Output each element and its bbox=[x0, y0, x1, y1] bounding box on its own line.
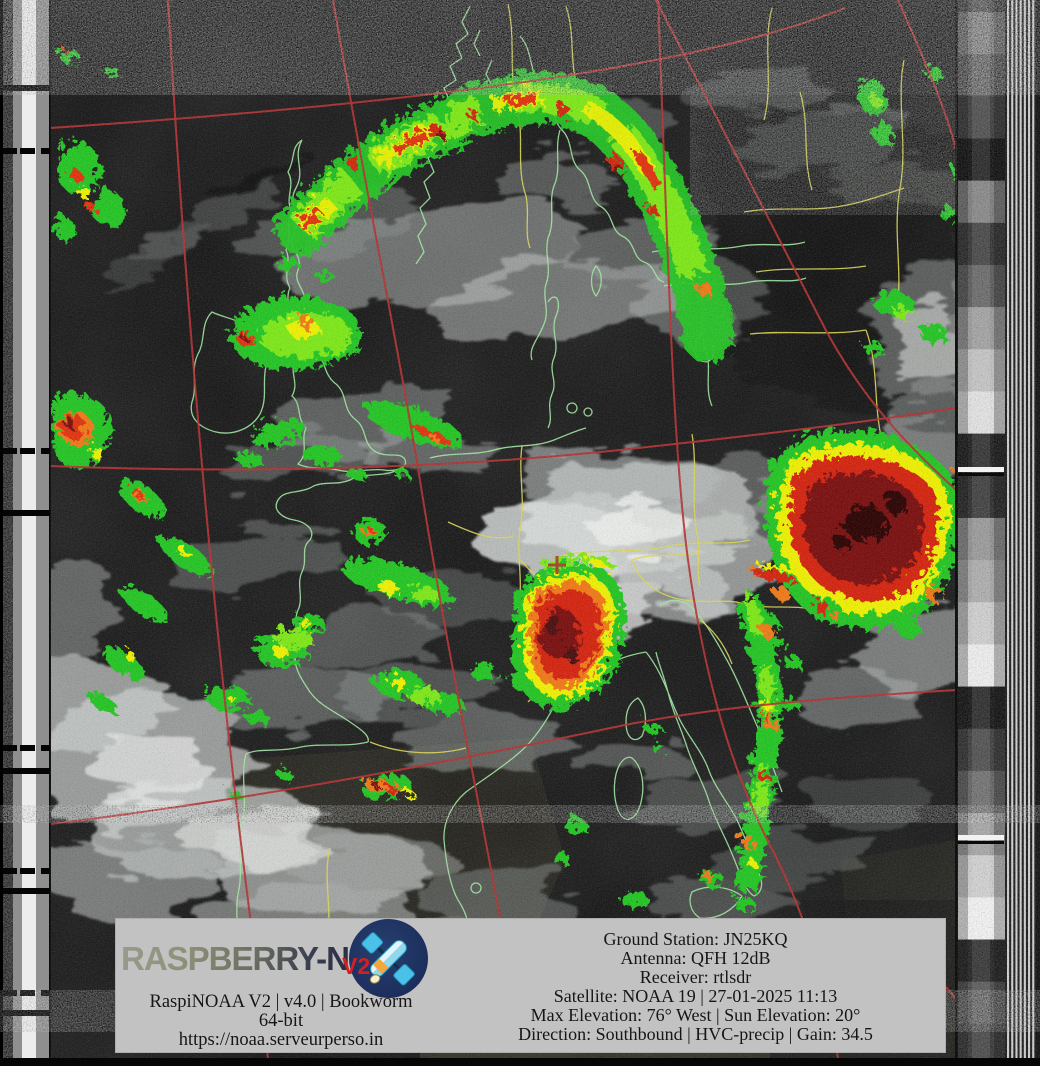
telemetry-wedge-separators bbox=[958, 467, 1004, 844]
system-info-block: RaspiNOAA V2 | v4.0 | Bookworm 64-bit ht… bbox=[135, 993, 427, 1050]
antenna-line: Antenna: QFH 12dB bbox=[620, 947, 771, 968]
info-overlay-panel: RASPBERRY-NOAA V2 RaspiNOAA V2 | v4.0 | … bbox=[115, 918, 946, 1053]
left-sync-strip bbox=[0, 0, 51, 1066]
system-info-line: RaspiNOAA V2 | v4.0 | Bookworm 64-bit bbox=[149, 992, 413, 1031]
branding-column: RASPBERRY-NOAA V2 RaspiNOAA V2 | v4.0 | … bbox=[116, 919, 446, 1052]
telemetry-wedge-shading bbox=[955, 0, 1005, 1066]
receiver-line: Receiver: rtlsdr bbox=[639, 966, 752, 987]
elevation-line: Max Elevation: 76° West | Sun Elevation:… bbox=[530, 1004, 861, 1025]
satellite-badge-icon bbox=[349, 919, 428, 998]
version-badge: V2 bbox=[342, 953, 371, 979]
website-url: https://noaa.serveurperso.in bbox=[178, 1030, 384, 1050]
satellite-line: Satellite: NOAA 19 | 27-01-2025 11:13 bbox=[553, 985, 838, 1006]
pass-details-column: Ground Station: JN25KQ Antenna: QFH 12dB… bbox=[446, 919, 945, 1052]
ground-station-line: Ground Station: JN25KQ bbox=[603, 928, 788, 949]
bottom-edge-strip bbox=[0, 1058, 1040, 1066]
sync-stripe-noise bbox=[1005, 0, 1040, 1066]
direction-line: Direction: Southbound | HVC-precip | Gai… bbox=[518, 1023, 873, 1044]
